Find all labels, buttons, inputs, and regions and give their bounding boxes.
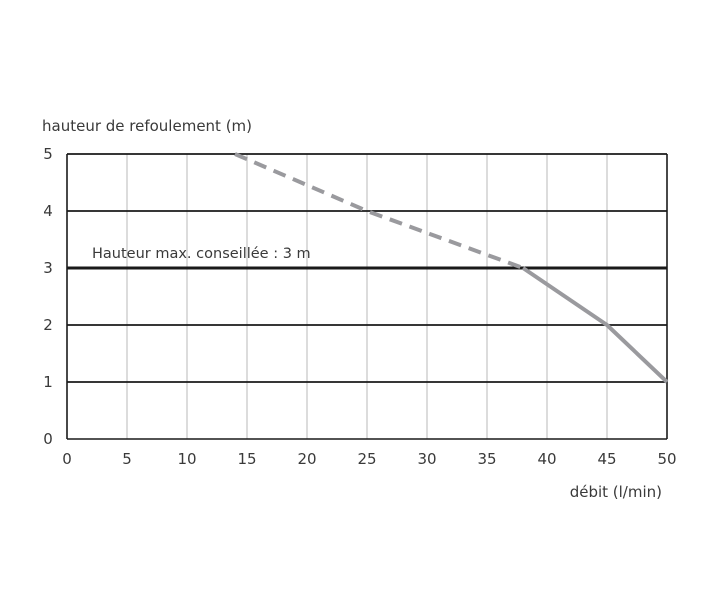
axes bbox=[66, 154, 668, 440]
x-tick-label-35: 35 bbox=[477, 450, 496, 468]
y-tick-label-3: 3 bbox=[43, 259, 53, 277]
x-tick-label-30: 30 bbox=[417, 450, 436, 468]
series-line-dashed bbox=[234, 152, 524, 270]
y-tick-label-0: 0 bbox=[43, 430, 53, 448]
y-tick-labels: 0 1 2 3 4 5 bbox=[43, 145, 53, 448]
x-tick-label-50: 50 bbox=[657, 450, 676, 468]
y-tick-label-2: 2 bbox=[43, 316, 53, 334]
x-tick-label-0: 0 bbox=[62, 450, 72, 468]
series-group bbox=[234, 152, 669, 384]
x-tick-label-15: 15 bbox=[237, 450, 256, 468]
x-tick-label-40: 40 bbox=[537, 450, 556, 468]
max-height-annotation: Hauteur max. conseillée : 3 m bbox=[92, 246, 311, 262]
x-tick-label-20: 20 bbox=[297, 450, 316, 468]
x-tick-label-10: 10 bbox=[177, 450, 196, 468]
y-tick-label-5: 5 bbox=[43, 145, 53, 163]
horizontal-gridlines bbox=[67, 153, 667, 383]
y-tick-label-4: 4 bbox=[43, 202, 53, 220]
x-axis-label: débit (l/min) bbox=[570, 483, 662, 501]
x-tick-label-5: 5 bbox=[122, 450, 132, 468]
x-tick-label-25: 25 bbox=[357, 450, 376, 468]
vertical-gridlines bbox=[126, 154, 608, 439]
y-tick-label-1: 1 bbox=[43, 373, 53, 391]
series-line-solid bbox=[521, 266, 669, 384]
x-tick-label-45: 45 bbox=[597, 450, 616, 468]
x-tick-labels: 0 5 10 15 20 25 30 35 40 45 50 bbox=[62, 450, 676, 468]
y-axis-label: hauteur de refoulement (m) bbox=[42, 117, 252, 135]
